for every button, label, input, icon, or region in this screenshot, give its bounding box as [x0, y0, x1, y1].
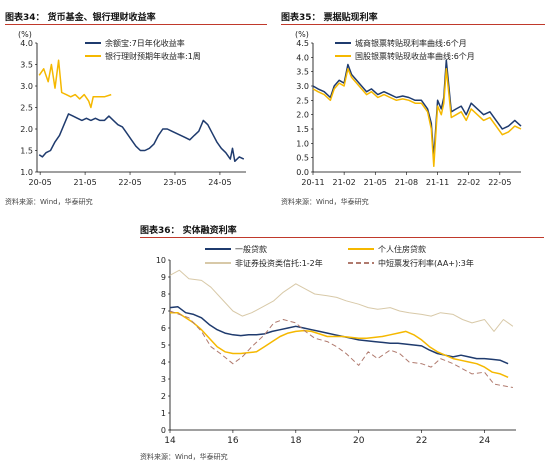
x-tick-label: 24: [479, 436, 491, 446]
series-line: [169, 269, 514, 332]
legend-label: 国股银票转贴现收益率曲线:6个月: [355, 51, 475, 61]
y-tick-label: 3.0: [296, 82, 309, 91]
x-tick-label: 21-11: [426, 178, 449, 187]
y-tick-label: 1.0: [296, 139, 309, 148]
y-tick-label: 4.5: [296, 39, 309, 48]
y-tick-label: 1.5: [20, 147, 33, 156]
series-line: [38, 59, 112, 109]
legend-label: 城商银票转贴现利率曲线:6个月: [355, 38, 467, 48]
legend-label: 银行理财预期年收益率:1周: [105, 51, 201, 61]
chart36-source: 资料来源：Wind，华泰研究: [140, 453, 228, 461]
x-tick-label: 21-05: [73, 178, 96, 187]
series-line: [169, 310, 513, 388]
y-tick-label: 1: [161, 409, 166, 418]
y-tick-label: 1.5: [296, 125, 309, 134]
x-tick-label: 21-05: [364, 178, 387, 187]
y-tick-label: 10: [156, 256, 166, 265]
y-tick-label: 2: [161, 392, 166, 401]
y-tick-label: 1.0: [20, 168, 33, 177]
series-line: [312, 59, 522, 159]
y-tick-label: 2.5: [296, 96, 309, 105]
y-tick-label: 4: [161, 358, 166, 367]
y-unit-label: (%): [18, 30, 32, 39]
chart-3: 0 1 2 3 4 5 6 7 8 9 10 14 16 18 20 22 24 一般贷款 个人住房贷款非证券投资类…: [156, 244, 516, 446]
x-tick-label: 20-05: [29, 178, 52, 187]
y-tick-label: 7: [161, 307, 166, 316]
legend-label: 中短票发行利率(AA+):3年: [378, 258, 474, 268]
chart-2: 0.0 0.5 1.0 1.5 2.0 2.5 3.0 3.5 4.0 4.5 20-11 21-02…: [295, 30, 522, 187]
x-tick-label: 23-05: [163, 178, 186, 187]
chart36-title-rule: [140, 237, 544, 238]
series-line: [169, 306, 509, 365]
legend-label: 非证券投资类信托:1-2年: [235, 258, 323, 268]
legend-label: 个人住房贷款: [378, 244, 426, 254]
x-tick-label: 24-05: [208, 178, 231, 187]
chart34-title-rule: [5, 24, 267, 25]
legend-label: 一般贷款: [235, 244, 267, 254]
x-tick-label: 22: [416, 436, 427, 446]
y-tick-label: 0.5: [296, 154, 309, 163]
y-tick-label: 0.0: [296, 168, 309, 177]
y-tick-label: 2.0: [296, 111, 309, 120]
x-tick-label: 22-02: [457, 178, 480, 187]
y-tick-label: 9: [161, 273, 166, 282]
series-line: [312, 68, 522, 168]
y-tick-label: 4.0: [296, 53, 309, 62]
x-tick-label: 21-02: [333, 178, 356, 187]
y-tick-label: 0: [161, 426, 166, 435]
y-tick-label: 2.5: [20, 104, 33, 113]
legend-label: 余额宝:7日年化收益率: [105, 38, 185, 48]
series-line: [38, 113, 245, 163]
chart35-title: 图表35： 票据贴现利率: [281, 13, 378, 23]
chart36-title: 图表36： 实体融资利率: [140, 226, 237, 236]
y-tick-label: 2.0: [20, 125, 33, 134]
x-tick-label: 14: [164, 436, 176, 446]
x-tick-label: 16: [227, 436, 239, 446]
chart35-title-rule: [281, 24, 545, 25]
x-tick-label: 18: [290, 436, 302, 446]
chart-1: 1.0 1.5 2.0 2.5 3.0 3.5 4.0 20-05 21-05 22-05 23-0…: [18, 30, 246, 187]
y-tick-label: 6: [161, 324, 166, 333]
y-tick-label: 8: [161, 290, 166, 299]
x-tick-label: 22-05: [488, 178, 511, 187]
chart34-source: 资料来源：Wind，华泰研究: [5, 198, 93, 206]
series-line: [170, 311, 509, 378]
x-tick-label: 22-05: [118, 178, 141, 187]
y-unit-label: (%): [295, 30, 309, 39]
y-tick-label: 3: [161, 375, 166, 384]
x-tick-label: 20-11: [301, 178, 324, 187]
chart34-title: 图表34： 货币基金、银行理财收益率: [5, 13, 156, 23]
y-tick-label: 4.0: [20, 39, 33, 48]
x-tick-label: 20: [353, 436, 365, 446]
y-tick-label: 3.5: [20, 61, 33, 70]
y-tick-label: 3.5: [296, 68, 309, 77]
y-tick-label: 3.0: [20, 82, 33, 91]
chart35-source: 资料来源：Wind，华泰研究: [281, 198, 369, 206]
x-tick-label: 21-08: [395, 178, 418, 187]
y-tick-label: 5: [161, 341, 166, 350]
